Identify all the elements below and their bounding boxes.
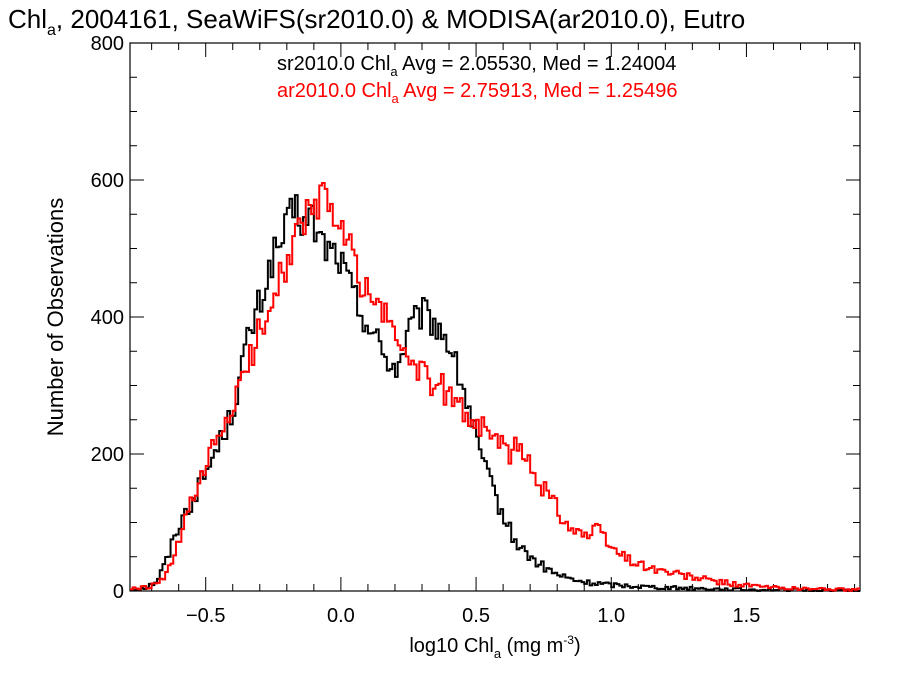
x-axis-label-suffix: ) [574, 635, 581, 657]
x-axis-label-prefix: log10 Chl [409, 635, 494, 657]
x-axis-label: log10 Chla (mg m-3) [409, 633, 580, 661]
y-tick-label: 400 [91, 307, 124, 329]
series-red-histogram [130, 181, 860, 592]
legend-entry-suffix: Avg = 2.75913, Med = 1.25496 [399, 80, 678, 102]
y-tick-label: 600 [91, 170, 124, 192]
x-axis-ticks: −0.5 0.0 0.5 1.0 1.5 [151, 43, 856, 627]
legend-entry: ar2010.0 Chla Avg = 2.75913, Med = 1.254… [277, 80, 678, 106]
chart-title-sub: a [47, 22, 56, 39]
y-tick-label: 200 [91, 444, 124, 466]
x-tick-label: −0.5 [186, 605, 225, 627]
legend-entry-suffix: Avg = 2.05530, Med = 1.24004 [398, 53, 677, 75]
chart-title-prefix: Chl [8, 4, 47, 34]
legend-entry-prefix: sr2010.0 Chl [277, 53, 390, 75]
series-black-histogram [130, 194, 860, 592]
x-tick-label: 1.5 [733, 605, 761, 627]
chart-title: Chla, 2004161, SeaWiFS(sr2010.0) & MODIS… [8, 4, 745, 39]
legend-entry-sub: a [390, 64, 398, 79]
legend: sr2010.0 Chla Avg = 2.05530, Med = 1.240… [277, 53, 678, 106]
legend-entry-prefix: ar2010.0 Chl [277, 80, 392, 102]
x-tick-label: 1.0 [597, 605, 625, 627]
y-tick-label: 800 [91, 33, 124, 55]
y-tick-label: 0 [113, 581, 124, 603]
x-tick-label: 0.0 [327, 605, 355, 627]
legend-entry-sub: a [392, 91, 400, 106]
x-axis-label-mid: (mg m [501, 635, 563, 657]
x-axis-label-sub: a [494, 646, 502, 661]
x-tick-label: 0.5 [462, 605, 490, 627]
series-layer [130, 181, 860, 592]
chart-title-suffix: , 2004161, SeaWiFS(sr2010.0) & MODISA(ar… [56, 4, 745, 34]
y-axis-ticks: 0 200 400 600 800 [91, 33, 860, 603]
x-axis-label-sup: -3 [563, 633, 574, 647]
plot-frame [129, 42, 861, 592]
legend-entry: sr2010.0 Chla Avg = 2.05530, Med = 1.240… [277, 53, 676, 79]
y-axis-label: Number of Observations [43, 198, 68, 436]
